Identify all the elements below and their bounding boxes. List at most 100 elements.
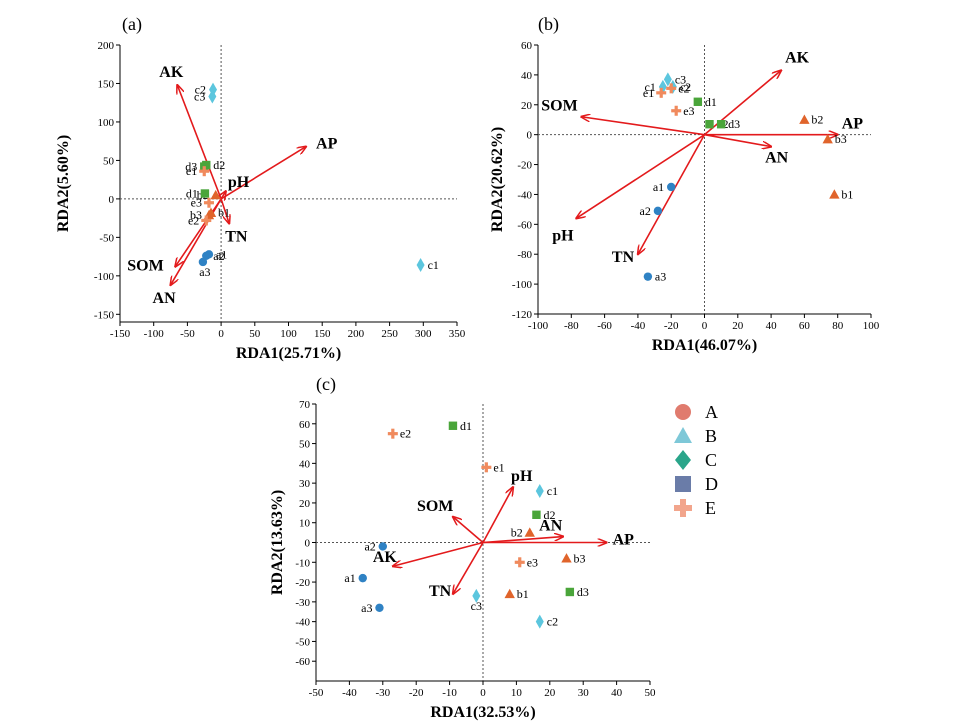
legend-marker-e: [674, 499, 692, 517]
point-label-c2: c2: [195, 83, 206, 97]
x-tick-label: 200: [348, 328, 365, 340]
point-label-d1: d1: [186, 187, 198, 201]
point-b3: [822, 133, 833, 144]
point-label-d3: d3: [577, 585, 589, 599]
x-tick-label: 50: [645, 687, 657, 699]
x-tick-label: 350: [449, 328, 466, 340]
point-c1: [416, 258, 425, 273]
point-label-a1: a1: [344, 571, 355, 585]
vector-label-ap: AP: [316, 136, 338, 153]
point-label-c1: c1: [428, 258, 439, 272]
y-axis-title: RDA2(5.60%): [55, 135, 72, 232]
y-tick-label: -60: [295, 656, 310, 668]
y-tick-label: -100: [512, 279, 533, 291]
point-d1: [693, 97, 703, 106]
point-label-c3: c3: [675, 72, 686, 86]
point-e2: [387, 428, 398, 439]
vector-ph: [221, 191, 226, 199]
point-b3: [561, 553, 572, 563]
point-label-b3: b3: [574, 551, 586, 565]
rda-panel-c: -50 -40 -30 -20 -10 0 10 20 30 40 50 -60 -50 -40 -30 -2…: [269, 374, 656, 721]
y-tick-label: -120: [512, 309, 533, 321]
vector-label-ap: AP: [613, 532, 635, 549]
point-b2: [799, 114, 810, 124]
vector-som: [453, 517, 484, 544]
point-b2: [524, 527, 535, 537]
legend-marker-a: [675, 404, 691, 420]
point-label-d3: d3: [185, 160, 197, 174]
point-label-a3: a3: [361, 601, 372, 615]
point-label-d2: d2: [213, 158, 225, 172]
x-tick-label: -150: [110, 328, 131, 340]
point-label-e2: e2: [400, 427, 411, 441]
point-label-a2: a2: [640, 204, 651, 218]
x-tick-label: 80: [832, 320, 844, 332]
vector-label-som: SOM: [417, 498, 453, 515]
vector-label-tn: TN: [429, 583, 452, 600]
point-label-b1: b1: [841, 187, 853, 201]
x-tick-label: 0: [480, 687, 486, 699]
point-b2: [210, 189, 221, 200]
point-label-c1: c1: [547, 484, 558, 498]
y-tick-label: 0: [527, 130, 533, 142]
y-tick-label: 40: [299, 458, 311, 470]
vector-label-ap: AP: [842, 116, 864, 133]
vector-label-ak: AK: [785, 49, 810, 66]
point-label-d3: d3: [728, 117, 740, 131]
point-d1: [200, 189, 210, 198]
vector-tn: [220, 198, 229, 224]
y-tick-label: -50: [99, 232, 114, 244]
vector-label-ak: AK: [159, 64, 184, 81]
point-d1: [448, 421, 458, 430]
cross-bar-v: [204, 215, 208, 226]
point-e1: [656, 87, 667, 98]
point-a1: [358, 573, 367, 583]
vector-label-som: SOM: [541, 98, 577, 115]
cross-bar-v: [669, 83, 673, 94]
y-axis-title: RDA2(13.63%): [269, 490, 286, 595]
point-label-b3: b3: [190, 208, 202, 222]
point-label-e3: e3: [527, 555, 538, 569]
point-label-e1: e1: [643, 86, 654, 100]
legend-cross-v: [680, 499, 686, 517]
point-label-b1: b1: [517, 587, 529, 601]
point-label-a2: a2: [364, 539, 375, 553]
x-tick-label: -100: [144, 328, 165, 340]
x-tick-label: 0: [702, 320, 708, 332]
point-label-a1: a1: [653, 180, 664, 194]
x-axis-title: RDA1(32.53%): [430, 704, 535, 721]
point-d2: [705, 120, 714, 129]
x-tick-label: 100: [863, 320, 880, 332]
y-tick-label: 100: [98, 117, 115, 129]
point-b1: [829, 189, 840, 199]
cross-bar-v: [674, 105, 678, 116]
x-tick-label: -20: [664, 320, 679, 332]
point-c3: [663, 72, 672, 87]
vector-label-ph: pH: [228, 174, 250, 191]
point-a2: [653, 206, 663, 216]
x-axis-title: RDA1(46.07%): [652, 337, 757, 354]
vector-label-tn: TN: [225, 229, 248, 246]
point-label-e1: e1: [186, 164, 197, 178]
point-label-c3: c3: [194, 90, 205, 104]
point-c2: [535, 614, 544, 629]
cross-bar-v: [659, 87, 663, 98]
vector-ph: [576, 133, 705, 219]
point-label-d2: d2: [543, 508, 555, 522]
y-tick-label: -60: [517, 219, 532, 231]
legend-label-c: C: [705, 450, 717, 470]
x-tick-label: -60: [597, 320, 612, 332]
panel-label: (c): [316, 374, 336, 395]
legend-label-b: B: [705, 426, 717, 446]
point-a3: [375, 603, 384, 612]
y-tick-label: -10: [295, 557, 310, 569]
point-label-c2: c2: [680, 80, 691, 94]
legend-label-d: D: [705, 474, 718, 494]
x-tick-label: 60: [799, 320, 811, 332]
x-tick-label: 100: [280, 328, 297, 340]
panel-label: (a): [122, 14, 142, 35]
point-a2: [378, 542, 387, 551]
x-tick-label: -40: [631, 320, 646, 332]
point-e1: [199, 166, 210, 177]
